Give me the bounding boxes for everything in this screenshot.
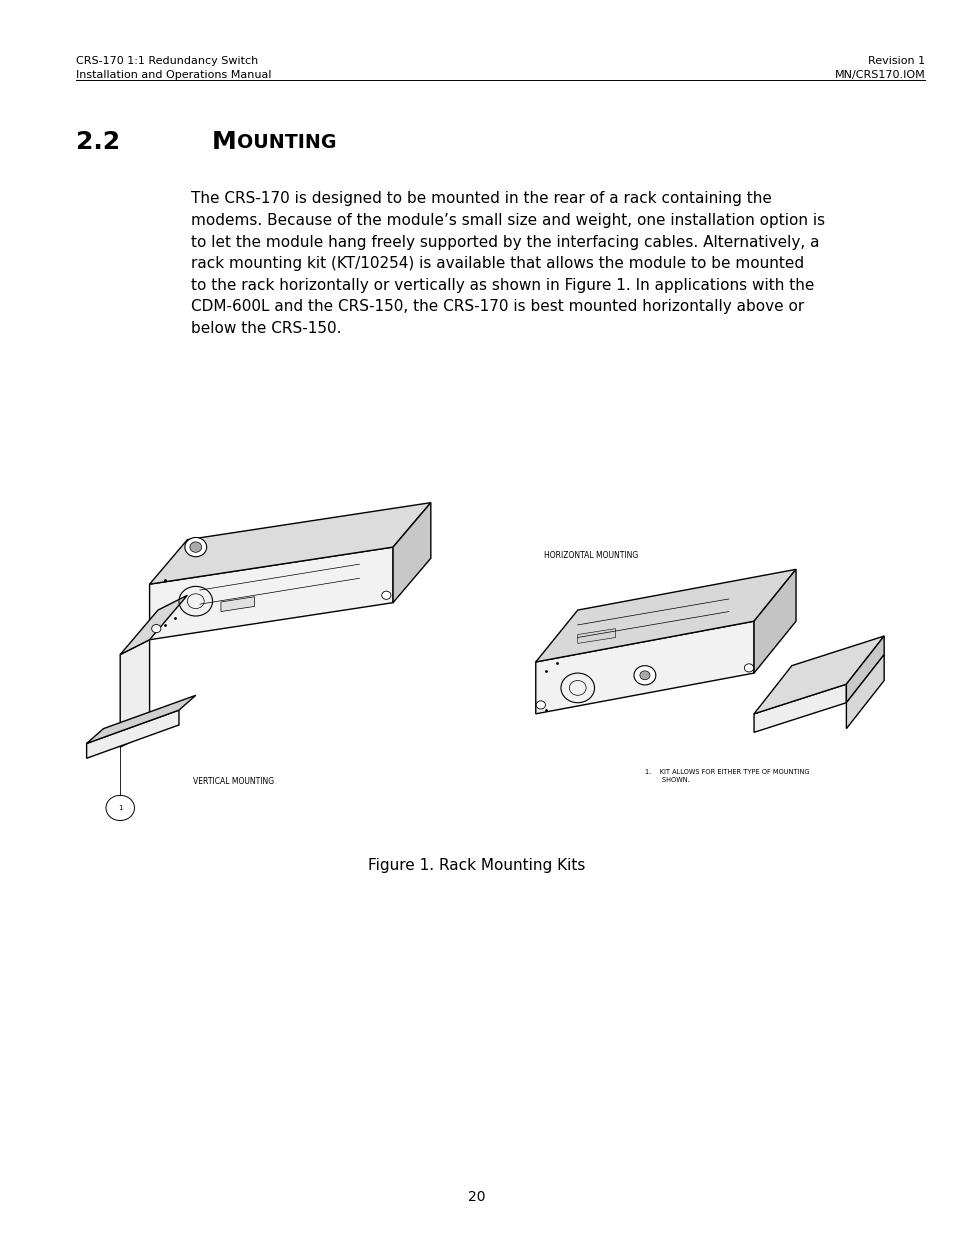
Polygon shape xyxy=(120,640,150,747)
Polygon shape xyxy=(87,710,179,758)
Text: CRS-170 1:1 Redundancy Switch
Installation and Operations Manual: CRS-170 1:1 Redundancy Switch Installati… xyxy=(76,56,272,79)
Text: OUNTING: OUNTING xyxy=(236,133,335,152)
Polygon shape xyxy=(221,597,254,611)
Circle shape xyxy=(190,542,201,552)
Text: HORIZONTAL MOUNTING: HORIZONTAL MOUNTING xyxy=(543,551,638,559)
Polygon shape xyxy=(578,629,615,643)
Polygon shape xyxy=(150,503,431,584)
Circle shape xyxy=(634,666,655,685)
Text: 1: 1 xyxy=(118,805,122,811)
Polygon shape xyxy=(753,684,845,732)
Polygon shape xyxy=(845,636,883,703)
Text: 20: 20 xyxy=(468,1191,485,1204)
Polygon shape xyxy=(150,547,393,640)
Text: 2.2: 2.2 xyxy=(76,130,120,153)
Polygon shape xyxy=(120,595,187,655)
Polygon shape xyxy=(753,636,883,714)
Circle shape xyxy=(185,537,207,557)
Text: Revision 1
MN/CRS170.IOM: Revision 1 MN/CRS170.IOM xyxy=(834,56,924,79)
Circle shape xyxy=(152,625,161,632)
Polygon shape xyxy=(536,621,753,714)
Polygon shape xyxy=(87,695,195,743)
Circle shape xyxy=(743,663,753,672)
Text: The CRS-170 is designed to be mounted in the rear of a rack containing the
modem: The CRS-170 is designed to be mounted in… xyxy=(191,191,824,336)
Polygon shape xyxy=(393,503,431,603)
Polygon shape xyxy=(536,569,795,662)
Text: Figure 1. Rack Mounting Kits: Figure 1. Rack Mounting Kits xyxy=(368,858,585,873)
Polygon shape xyxy=(753,569,795,673)
Circle shape xyxy=(639,671,649,679)
Circle shape xyxy=(536,701,545,709)
Text: VERTICAL MOUNTING: VERTICAL MOUNTING xyxy=(193,777,274,785)
Polygon shape xyxy=(845,655,883,729)
Circle shape xyxy=(381,592,391,599)
Text: M: M xyxy=(212,130,236,153)
Text: 1.    KIT ALLOWS FOR EITHER TYPE OF MOUNTING
        SHOWN.: 1. KIT ALLOWS FOR EITHER TYPE OF MOUNTIN… xyxy=(644,769,808,783)
